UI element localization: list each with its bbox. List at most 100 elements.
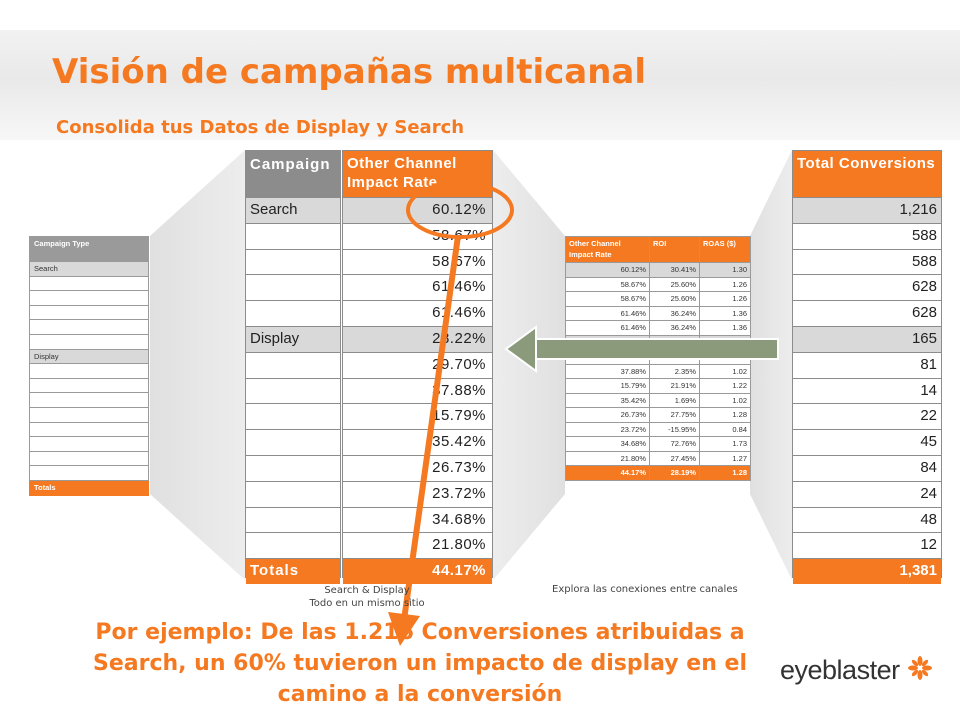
table-cell: 1.28 [699,465,751,481]
table-cell: 34.68% [565,436,650,452]
campaign-cell: Display [246,325,340,352]
table-row: 61.46% 36.24% 1.36 [565,320,751,336]
table-cell: 1.73 [699,436,751,452]
conversions-column: Total Conversions 1,216 588 588 628 628 … [792,150,942,584]
rate-cell: 34.68% [343,506,492,533]
page-title: Visión de campañas multicanal [52,52,647,92]
conversions-cell: 588 [793,222,941,249]
table-row [29,393,149,408]
table-cell: 1.28 [699,407,751,423]
conversions-totals: 1,381 [793,558,941,584]
conversions-cell: 22 [793,403,941,429]
table-row [29,407,149,423]
table-row: Display [29,349,149,365]
caption-line: Todo en un mismo sitio [309,598,425,609]
conversions-header: Total Conversions [793,151,941,197]
rate-cell: 58.67% [343,222,492,249]
table-cell: 9.82% [649,349,700,365]
conversions-cell: 48 [793,506,941,533]
rate-cell: 61.46% [343,274,492,300]
campaign-cell [246,403,340,429]
conversions-cell: 628 [793,274,941,300]
caption-channels: Explora las conexiones entre canales [552,584,738,595]
rate-cell: 61.46% [343,300,492,326]
table-row: 58.67% 25.60% 1.26 [565,276,751,292]
table-cell: 35.42% [565,392,650,408]
conversions-cell: 628 [793,300,941,326]
table-cell: 15.79% [565,378,650,394]
table-row: 26.73% 27.75% 1.28 [565,407,751,423]
totals-row: Totals [29,480,149,496]
rate-totals: 44.17% [343,558,492,584]
table-cell: 27.75% [649,407,700,423]
table-row [29,364,149,379]
table-cell: 1.26 [699,291,751,307]
campaign-type-header: Campaign Type [29,236,149,262]
table-row: 60.12% 30.41% 1.30 [565,262,751,278]
impact-rate-column: Other Channel Impact Rate 60.12% 58.67% … [342,150,493,584]
table-row: 23.72% -15.95% 0.84 [565,421,751,437]
table-row: 21.80% 27.45% 1.27 [565,450,751,466]
table-row: 61.46% 36.24% 1.36 [565,305,751,321]
table-row [29,451,149,467]
table-cell: 27.45% [649,450,700,466]
table-cell: 1.02 [699,392,751,408]
conversions-cell: 81 [793,351,941,378]
roi-table: Other Channel Impact Rate ROI ROAS ($) 6… [565,236,751,481]
rate-cell: 37.88% [343,377,492,404]
campaign-cell [246,222,340,249]
campaign-cell [246,454,340,481]
table-row [29,291,149,306]
page-subtitle: Consolida tus Datos de Display y Search [56,117,465,138]
caption-line: Search & Display [324,585,410,596]
conversions-cell: 165 [793,325,941,352]
table-row [29,276,149,292]
table-row [29,320,149,335]
conversions-cell: 588 [793,248,941,275]
table-cell: 44.17% [565,465,650,481]
table-row [29,334,149,350]
table-cell: 72.76% [649,436,700,452]
rate-cell: 23.72% [343,480,492,507]
campaign-cell [246,429,340,455]
table-cell: 21.80% [565,450,650,466]
table-cell: 1.10 [699,349,751,365]
table-row: 37.88% 2.35% 1.02 [565,363,751,379]
campaign-cell [246,274,340,300]
table-cell: 61.46% [565,320,650,336]
table-cell: 1.30 [699,262,751,278]
campaign-cell: Search [246,197,340,223]
table-cell: 23.72% [565,421,650,437]
roi-table-header: Other Channel Impact Rate [565,236,650,263]
campaign-header: Campaign [246,151,340,197]
table-cell: 26.73% [565,407,650,423]
table-cell: 60.12% [565,262,650,278]
table-row: 29.70% 9.82% 1.10 [565,349,751,365]
conversions-cell: 1,216 [793,197,941,223]
campaign-cell [246,506,340,533]
caption-search-display: Search & Display Todo en un mismo sitio [297,584,437,610]
campaign-column: Campaign Search Display Totals [245,150,341,584]
table-cell: 37.88% [565,363,650,379]
logo-text: eyeblaster [780,655,900,685]
table-cell: 1.22 [699,378,751,394]
rate-cell: 26.73% [343,454,492,481]
campaign-cell [246,300,340,326]
totals-row: 44.17% 28.19% 1.28 [565,465,751,481]
logo-star-icon [907,656,932,680]
eyeblaster-logo: eyeblaster [780,655,933,686]
table-row: 34.68% 72.76% 1.73 [565,436,751,452]
example-text: Por ejemplo: De las 1.216 Conversiones a… [93,620,747,707]
rate-cell: 15.79% [343,403,492,429]
campaign-type-table: Campaign Type Search Display Totals [29,236,149,496]
table-row [29,305,149,321]
table-cell: 1.69% [649,392,700,408]
conversions-cell: 24 [793,480,941,507]
campaign-cell [246,480,340,507]
table-cell: 1.02 [699,363,751,379]
table-row [29,466,149,481]
campaign-totals: Totals [246,558,340,584]
table-row: 58.67% 25.60% 1.26 [565,291,751,307]
table-cell: 36.24% [649,320,700,336]
table-row: 35.42% 1.69% 1.02 [565,392,751,408]
